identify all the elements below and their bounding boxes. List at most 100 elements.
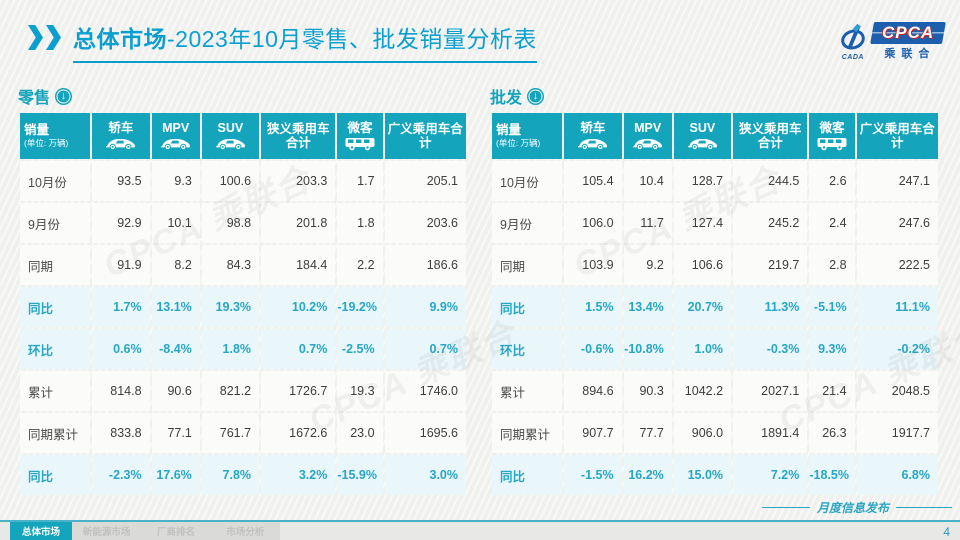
dash-line	[896, 507, 952, 508]
suv-icon	[215, 139, 245, 151]
value-cell: 247.6	[856, 203, 938, 243]
value-cell: 2.4	[809, 203, 855, 243]
value-cell: 1.5%	[564, 287, 622, 327]
row-label: 环比	[20, 329, 91, 369]
column-header-1: 轿车	[564, 113, 622, 159]
publish-label: 月度信息发布	[816, 501, 889, 515]
table-row: 同期 91.9 8.2 84.3 184.4 2.2 186.6	[20, 245, 466, 285]
value-cell: 245.2	[733, 203, 808, 243]
value-cell: 8.2	[151, 245, 200, 285]
value-cell: 1746.0	[384, 371, 466, 411]
footer-tab-active[interactable]: 总体市场	[10, 522, 72, 540]
cada-label: CADA	[841, 54, 864, 61]
value-cell: 98.8	[201, 203, 260, 243]
footer-tab-1[interactable]: 厂商排名	[156, 527, 195, 538]
value-cell: 9.3	[151, 161, 200, 201]
value-cell: 203.3	[261, 161, 336, 201]
van-icon	[345, 138, 375, 151]
column-header-0: 销量 (单位: 万辆)	[492, 113, 563, 159]
value-cell: 0.6%	[92, 329, 150, 369]
value-cell: 247.1	[856, 161, 938, 201]
value-cell: 1.0%	[673, 329, 732, 369]
value-cell: 19.3	[337, 371, 383, 411]
row-label: 10月份	[20, 161, 91, 201]
value-cell: 906.0	[673, 413, 732, 453]
value-cell: 128.7	[673, 161, 732, 201]
value-cell: 127.4	[673, 203, 732, 243]
value-cell: 77.7	[623, 413, 672, 453]
value-cell: 3.0%	[384, 455, 466, 495]
mpv-icon	[161, 139, 191, 151]
wholesale-panel: 批发 ↓ 销量 (单位: 万辆) 轿车 MPV SUV 狭义乘用车合计 微客 广义乘用车合计 1…	[490, 84, 940, 497]
row-label: 同比	[20, 287, 91, 327]
value-cell: 21.4	[809, 371, 855, 411]
value-cell: 814.8	[92, 371, 150, 411]
value-cell: 0.7%	[384, 329, 466, 369]
value-cell: 1042.2	[673, 371, 732, 411]
row-label: 累计	[20, 371, 91, 411]
suv-icon	[687, 139, 717, 151]
row-label: 9月份	[492, 203, 563, 243]
value-cell: 10.2%	[261, 287, 336, 327]
value-cell: 1.8%	[201, 329, 260, 369]
value-cell: 1917.7	[856, 413, 938, 453]
value-cell: 205.1	[384, 161, 466, 201]
page-title: 总体市场-2023年10月零售、批发销量分析表	[73, 20, 537, 63]
column-header-1: 轿车	[92, 113, 150, 159]
cpca-swoosh-icon	[841, 23, 865, 50]
value-cell: 11.1%	[856, 287, 938, 327]
value-cell: -10.8%	[623, 329, 672, 369]
value-cell: 907.7	[564, 413, 622, 453]
value-cell: 13.1%	[151, 287, 200, 327]
retail-panel: 零售 ↓ 销量 (单位: 万辆) 轿车 MPV SUV 狭义乘用车合计 微客 广义乘用车合计 1…	[18, 84, 468, 497]
row-label: 同比	[492, 287, 563, 327]
value-cell: 833.8	[92, 413, 150, 453]
value-cell: 9.9%	[384, 287, 466, 327]
table-row: 同比 1.5% 13.4% 20.7% 11.3% -5.1% 11.1%	[492, 287, 938, 327]
footer-tab-2[interactable]: 市场分析	[226, 527, 265, 538]
column-header-6: 广义乘用车合计	[856, 113, 938, 159]
value-cell: 222.5	[856, 245, 938, 285]
value-cell: 184.4	[261, 245, 336, 285]
wholesale-table: 销量 (单位: 万辆) 轿车 MPV SUV 狭义乘用车合计 微客 广义乘用车合计 10月份 10…	[490, 111, 940, 497]
value-cell: 10.1	[151, 203, 200, 243]
column-header-5: 微客	[337, 113, 383, 159]
value-cell: 0.7%	[261, 329, 336, 369]
value-cell: 7.2%	[733, 455, 808, 495]
value-cell: -0.6%	[564, 329, 622, 369]
value-cell: 11.7	[623, 203, 672, 243]
publish-caption: 月度信息发布	[761, 499, 952, 516]
row-label: 同期	[492, 245, 563, 285]
footer-nav: 总体市场 新能源市场 厂商排名 市场分析	[0, 522, 960, 540]
sedan-icon	[578, 139, 608, 151]
table-row: 9月份 106.0 11.7 127.4 245.2 2.4 247.6	[492, 203, 938, 243]
value-cell: -0.3%	[733, 329, 808, 369]
value-cell: 3.2%	[261, 455, 336, 495]
footer-tab-0[interactable]: 新能源市场	[82, 527, 131, 538]
column-header-6: 广义乘用车合计	[384, 113, 466, 159]
page-number: 4	[943, 525, 950, 539]
value-cell: 2.6	[809, 161, 855, 201]
value-cell: 761.7	[201, 413, 260, 453]
value-cell: 1.8	[337, 203, 383, 243]
value-cell: 100.6	[201, 161, 260, 201]
section-title-wholesale: 批发	[490, 90, 523, 107]
dash-line	[761, 507, 810, 508]
value-cell: 7.8%	[201, 455, 260, 495]
value-cell: 894.6	[564, 371, 622, 411]
value-cell: 244.5	[733, 161, 808, 201]
cpca-label: CPCA	[881, 23, 934, 42]
value-cell: 1891.4	[733, 413, 808, 453]
van-icon	[817, 138, 847, 151]
value-cell: -1.5%	[564, 455, 622, 495]
value-cell: 105.4	[564, 161, 622, 201]
column-header-4: 狭义乘用车合计	[261, 113, 336, 159]
double-chevron-icon	[28, 25, 61, 50]
footer-tab-filler	[280, 522, 960, 540]
title-bold: 总体市场	[73, 26, 167, 52]
value-cell: 10.4	[623, 161, 672, 201]
table-row: 环比 -0.6% -10.8% 1.0% -0.3% 9.3% -0.2%	[492, 329, 938, 369]
value-cell: 26.3	[809, 413, 855, 453]
table-row: 9月份 92.9 10.1 98.8 201.8 1.8 203.6	[20, 203, 466, 243]
